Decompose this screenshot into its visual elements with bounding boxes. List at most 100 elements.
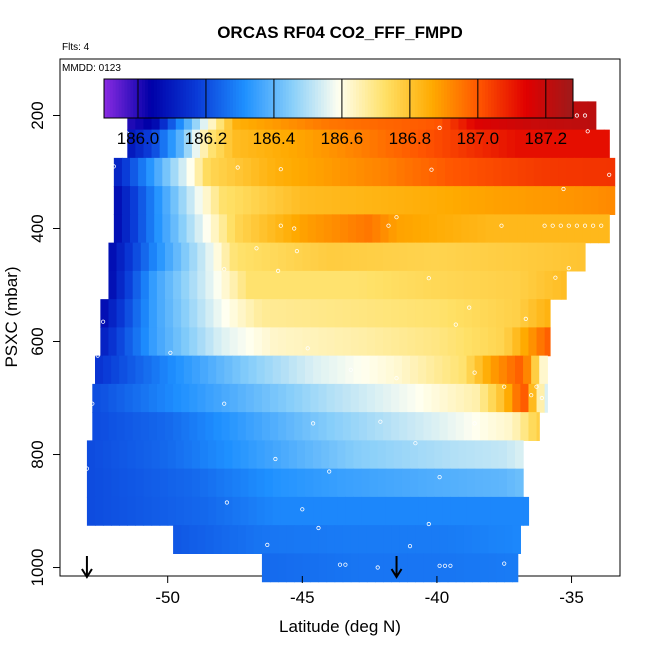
heatmap-cell [307, 214, 317, 244]
heatmap-cell [536, 270, 546, 300]
heatmap-cell [482, 355, 492, 385]
heatmap-cell [544, 327, 551, 357]
heatmap-cell [377, 440, 387, 470]
heatmap-cell [200, 440, 209, 470]
heatmap-cell [256, 355, 266, 385]
heatmap-cell [264, 355, 274, 385]
heatmap-cell [183, 468, 193, 498]
heatmap-cell [496, 299, 505, 328]
colorbar-segment [212, 79, 216, 118]
colorbar-segment [423, 79, 427, 118]
heatmap-cell [92, 383, 101, 413]
heatmap-cell [224, 129, 233, 159]
heatmap-cell [127, 129, 136, 159]
y-axis: 200 400 600 800 1000 [28, 101, 60, 586]
heatmap-cell [423, 525, 433, 554]
heatmap-cell [439, 242, 449, 272]
heatmap-cell [350, 327, 360, 357]
heatmap-cell [100, 383, 110, 413]
heatmap-cell [283, 214, 293, 244]
heatmap-cell [458, 129, 468, 159]
heatmap-cell [496, 553, 505, 583]
heatmap-cell [329, 129, 338, 159]
colorbar-segment [467, 79, 471, 118]
colorbar-segment [282, 79, 287, 118]
heatmap-cell [119, 355, 128, 385]
heatmap-cell [348, 186, 357, 215]
sample-point [442, 563, 448, 568]
heatmap-cell [113, 214, 123, 244]
colorbar-segment [315, 79, 319, 118]
heatmap-cell [531, 129, 540, 159]
heatmap-cell [498, 496, 508, 526]
heatmap-cell [329, 468, 338, 498]
colorbar-segment [209, 79, 213, 118]
sample-point [523, 316, 528, 321]
heatmap-cell [383, 270, 392, 300]
heatmap-cell [226, 157, 236, 187]
heatmap-cell [369, 355, 379, 385]
heatmap-cell [342, 383, 352, 413]
colorbar-segment [285, 79, 290, 118]
heatmap-cell [539, 355, 548, 385]
colorbar-segment [455, 79, 460, 118]
heatmap-cell [579, 101, 589, 131]
heatmap-cell [498, 440, 508, 470]
colorbar-segment [127, 79, 131, 118]
heatmap-cell [205, 327, 215, 357]
heatmap-cell [288, 468, 298, 498]
heatmap-cell [221, 242, 231, 272]
heatmap-cell [178, 186, 188, 215]
heatmap-cell [291, 186, 301, 215]
colorbar-segment [259, 79, 263, 118]
colorbar-segment [235, 79, 240, 118]
heatmap-cell [439, 327, 449, 357]
heatmap-cell [251, 214, 260, 244]
sample-point [502, 384, 507, 389]
heatmap-cell [86, 440, 96, 470]
heatmap-cell [272, 440, 282, 470]
colorbar-segment [133, 79, 137, 118]
heatmap-cell [512, 553, 519, 583]
heatmap-cell [407, 553, 416, 583]
heatmap-cell [401, 129, 411, 159]
heatmap-cell [477, 157, 486, 187]
heatmap-cell [528, 299, 538, 328]
colorbar-segment [496, 79, 501, 118]
colorbar-tick-label: 186.0 [117, 129, 160, 148]
heatmap-cell [272, 496, 282, 526]
colorbar-segment [153, 79, 158, 118]
heatmap-cell [156, 242, 166, 272]
y-tick-label: 400 [28, 214, 47, 242]
heatmap-cell [302, 327, 311, 357]
heatmap-cell [418, 468, 427, 498]
heatmap-cell [210, 157, 220, 187]
heatmap-cell [587, 129, 597, 159]
heatmap-cell [175, 468, 185, 498]
heatmap-cell [447, 383, 457, 413]
heatmap-cell [302, 270, 311, 300]
heatmap-cell [240, 129, 250, 159]
colorbar-segment [162, 79, 167, 118]
heatmap-cell [399, 553, 408, 583]
colorbar-segment [376, 79, 381, 118]
heatmap-cell [197, 525, 206, 554]
heatmap-cell [124, 270, 134, 300]
heatmap-cell [108, 270, 118, 300]
heatmap-cell [296, 468, 306, 498]
heatmap-cell [159, 496, 169, 526]
colorbar-segment [446, 79, 451, 118]
heatmap-cell [598, 186, 608, 215]
heatmap-cell [286, 242, 295, 272]
colorbar-segment [274, 79, 278, 118]
heatmap-cell [202, 157, 212, 187]
heatmap-cell [471, 299, 481, 328]
heatmap-cell [375, 383, 384, 413]
heatmap-cell [156, 299, 166, 328]
heatmap-cell [296, 355, 306, 385]
heatmap-cell [256, 468, 266, 498]
heatmap-cell [329, 355, 338, 385]
heatmap-cell [331, 214, 341, 244]
heatmap-cell [310, 242, 320, 272]
sample-point [103, 251, 108, 256]
